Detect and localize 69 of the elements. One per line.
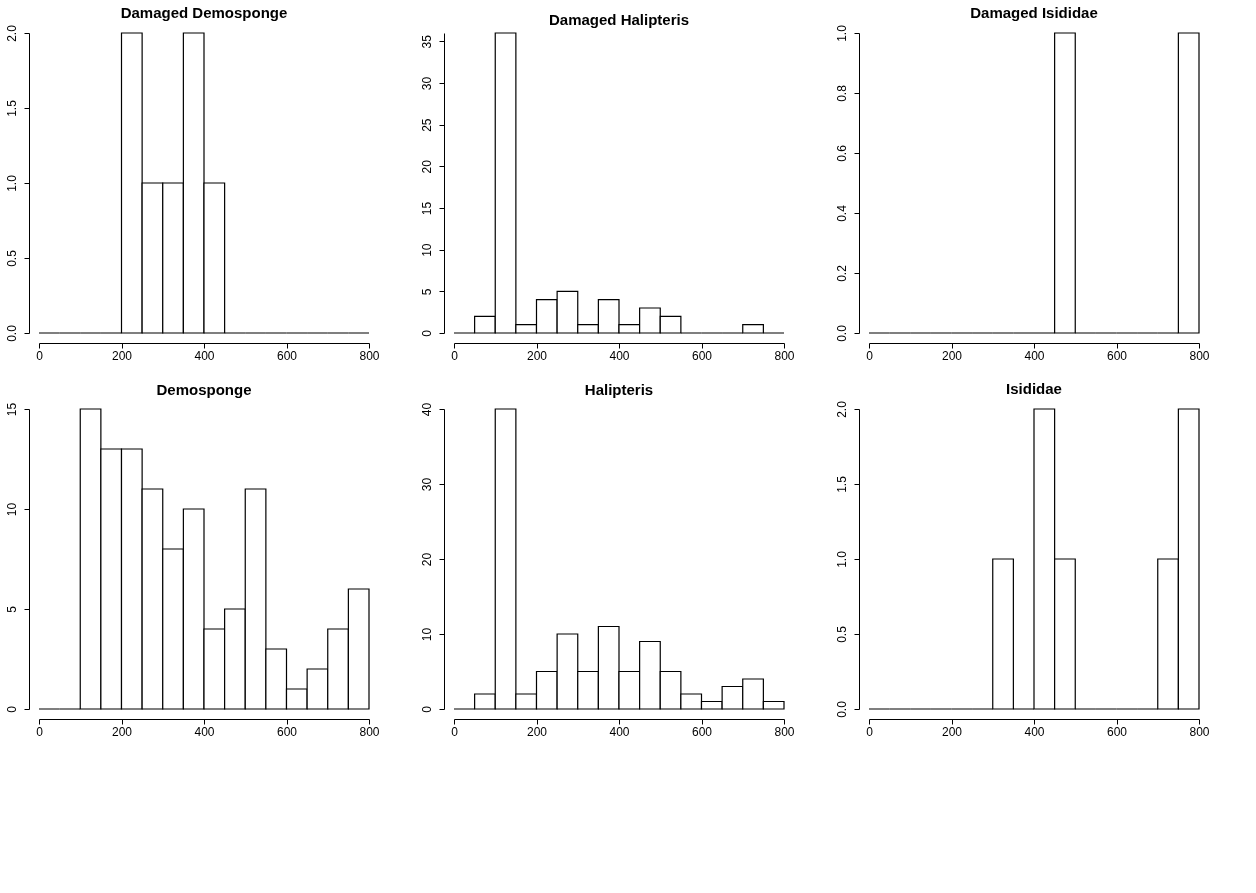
y-tick-label: 0.0 [834,700,849,718]
y-tick-label: 0 [419,705,434,713]
x-tick-label: 600 [1106,348,1128,363]
x-tick-label: 400 [1024,348,1045,363]
y-tick-label: 0.5 [834,625,849,643]
x-tick-label: 0 [36,724,44,739]
x-tick-label: 400 [1024,724,1045,739]
y-tick-label: 0.0 [4,324,19,342]
x-tick-label: 800 [774,724,795,739]
y-tick-label: 1.5 [834,475,849,493]
x-tick-label: 600 [1106,724,1128,739]
x-tick-label: 0 [36,348,44,363]
y-tick-label: 1.0 [834,550,849,568]
chart-title: Damaged Demosponge [120,3,288,21]
x-tick-label: 800 [359,724,380,739]
x-tick-label: 0 [866,724,874,739]
y-tick-label: 40 [419,402,434,417]
x-tick-label: 0 [451,724,459,739]
y-tick-label: 0.8 [834,84,849,102]
x-tick-label: 600 [276,348,298,363]
x-tick-label: 200 [111,724,133,739]
x-tick-label: 600 [691,724,713,739]
y-tick-label: 0.4 [834,204,849,222]
y-tick-label: 30 [419,477,434,492]
y-tick-label: 15 [4,402,19,417]
y-tick-label: 1.5 [4,99,19,117]
chart-title: Demosponge [156,381,252,399]
y-tick-label: 2.0 [834,400,849,418]
x-tick-label: 200 [526,348,548,363]
y-tick-label: 0 [4,705,19,713]
y-tick-label: 0.5 [4,249,19,267]
y-tick-label: 10 [4,502,19,517]
y-tick-label: 0.6 [834,144,849,162]
y-tick-label: 0.2 [834,264,849,282]
y-tick-label: 35 [419,34,434,49]
x-tick-label: 800 [1189,348,1210,363]
x-tick-label: 400 [194,724,215,739]
y-tick-label: 5 [419,288,434,296]
x-tick-label: 800 [1189,724,1210,739]
y-tick-label: 10 [419,243,434,257]
y-tick-label: 1.0 [834,24,849,42]
y-tick-label: 0 [419,329,434,337]
x-tick-label: 200 [111,348,133,363]
x-tick-label: 400 [609,724,630,739]
x-tick-label: 600 [276,724,298,739]
x-tick-label: 600 [691,348,713,363]
y-tick-label: 20 [419,159,434,174]
chart-title: Halipteris [584,381,654,399]
y-tick-label: 5 [4,605,19,613]
chart-title: Damaged Isididae [970,3,1098,21]
y-tick-label: 2.0 [4,24,19,42]
x-tick-label: 0 [866,348,874,363]
y-tick-label: 15 [419,201,434,216]
x-tick-label: 800 [774,348,795,363]
chart-title: Isididae [1006,379,1062,397]
y-tick-label: 0.0 [834,324,849,342]
y-tick-label: 25 [419,118,434,132]
y-tick-label: 20 [419,552,434,567]
y-tick-label: 10 [419,627,434,642]
x-tick-label: 0 [451,348,459,363]
x-tick-label: 200 [526,724,548,739]
x-tick-label: 800 [359,348,380,363]
x-tick-label: 400 [194,348,215,363]
x-tick-label: 400 [609,348,630,363]
x-tick-label: 200 [941,348,963,363]
x-tick-label: 200 [941,724,963,739]
chart-title: Damaged Halipteris [548,11,690,29]
y-tick-label: 1.0 [4,174,19,192]
y-tick-label: 30 [419,76,434,91]
